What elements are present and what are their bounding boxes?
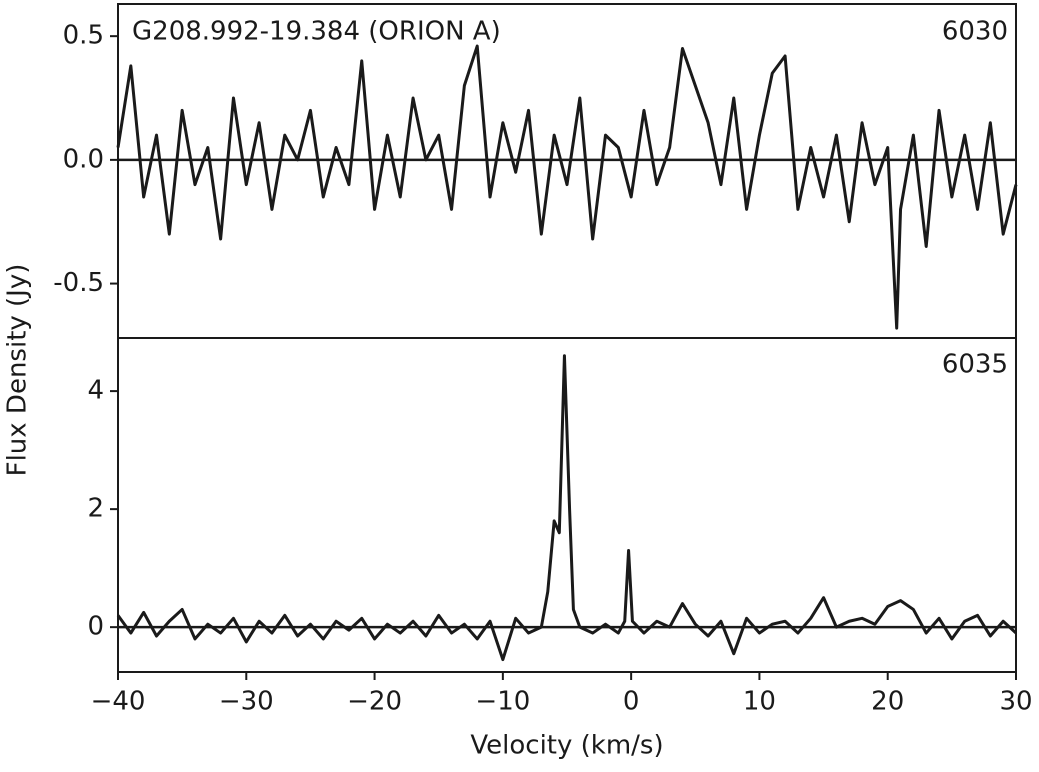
chart-title: G208.992-19.384 (ORION A): [132, 17, 501, 47]
x-tick-label: −20: [347, 687, 402, 717]
x-tick-label: −10: [475, 687, 530, 717]
x-tick-label: 30: [999, 687, 1032, 717]
x-tick-label: 10: [743, 687, 776, 717]
x-axis-label: Velocity (km/s): [470, 731, 663, 761]
y-tick-label: 2: [87, 494, 104, 524]
x-tick-label: 20: [871, 687, 904, 717]
x-tick-label: −30: [219, 687, 274, 717]
x-tick-label: −40: [91, 687, 146, 717]
y-axis-label: Flux Density (Jy): [3, 264, 33, 477]
y-tick-label: 4: [87, 376, 104, 406]
spectrum-line: [116, 354, 1018, 662]
x-tick-label: 0: [623, 687, 640, 717]
y-tick-label: 0: [87, 612, 104, 642]
y-tick-label: 0.0: [63, 144, 104, 174]
panel-label: 6035: [942, 350, 1008, 380]
y-tick-label: 0.5: [63, 21, 104, 51]
spectrum-line: [116, 44, 1018, 330]
y-tick-label: -0.5: [53, 268, 104, 298]
panel-label: 6030: [942, 17, 1008, 47]
panel-frame: [117, 3, 1017, 339]
panel-frame: [117, 337, 1017, 673]
